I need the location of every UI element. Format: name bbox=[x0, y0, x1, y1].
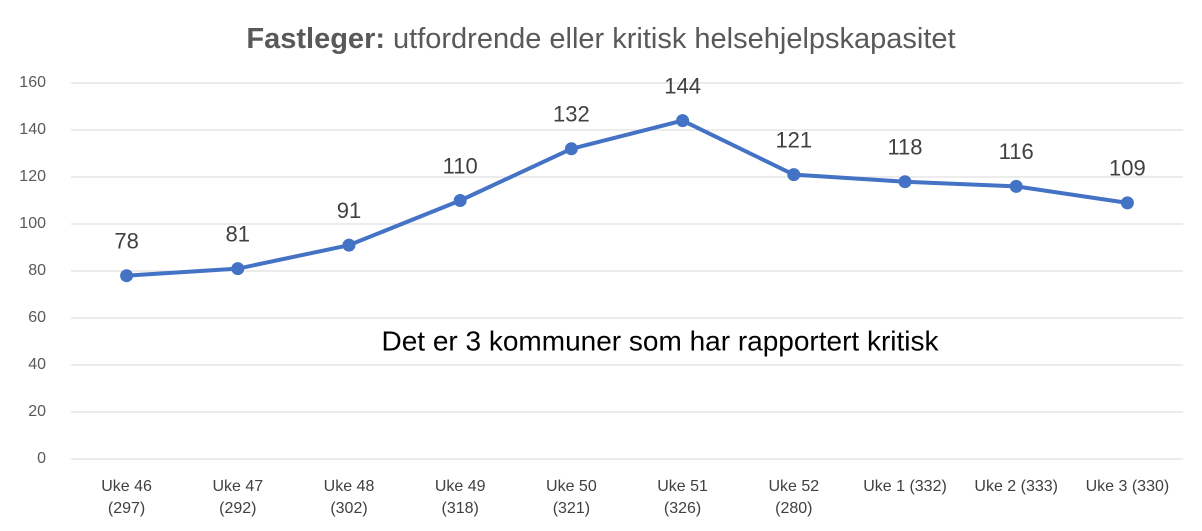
x-tick-label: Uke 48 (302) bbox=[323, 478, 375, 517]
point bbox=[787, 168, 801, 182]
data-label: 91 bbox=[337, 198, 361, 223]
chart-title: Fastleger: utfordrende eller kritisk hels… bbox=[246, 23, 955, 55]
grid bbox=[71, 82, 1183, 460]
data-label: 81 bbox=[226, 221, 250, 246]
x-tick-label: Uke 46 (297) bbox=[101, 478, 152, 517]
y-tick-label: 140 bbox=[19, 121, 46, 138]
y-tick-label: 80 bbox=[28, 262, 46, 279]
point bbox=[676, 114, 690, 128]
data-label: 78 bbox=[114, 229, 138, 254]
x-tick-label: Uke 2 (333) bbox=[974, 478, 1058, 495]
x-tick-label: Uke 52 (280) bbox=[768, 478, 820, 517]
title-bold: Fastleger: bbox=[246, 23, 385, 55]
x-tick-label: Uke 1 (332) bbox=[863, 478, 947, 495]
y-tick-label: 120 bbox=[19, 168, 46, 185]
data-label: 110 bbox=[443, 153, 478, 178]
data-label: 116 bbox=[999, 139, 1034, 164]
x-tick-label: Uke 47 (292) bbox=[212, 478, 264, 517]
x-tick-label: Uke 50 (321) bbox=[546, 478, 597, 517]
x-tick-label: Uke 3 (330) bbox=[1085, 478, 1170, 495]
annotation: Det er 3 kommuner som har rapportert kri… bbox=[381, 325, 939, 356]
data-label: 132 bbox=[553, 102, 590, 127]
y-tick-label: 0 bbox=[37, 450, 46, 467]
point bbox=[231, 262, 245, 276]
data-label: 118 bbox=[887, 135, 922, 160]
point bbox=[564, 142, 578, 156]
point bbox=[1009, 179, 1023, 193]
data-label: 121 bbox=[775, 127, 812, 152]
title-text: utfordrende eller kritisk helsehjelpskap… bbox=[393, 23, 956, 55]
data-label: 109 bbox=[1109, 156, 1146, 181]
y-tick-label: 20 bbox=[28, 403, 46, 420]
y-tick-label: 60 bbox=[28, 309, 46, 326]
point bbox=[453, 194, 467, 207]
y-tick-label: 100 bbox=[19, 215, 46, 232]
point bbox=[342, 238, 356, 252]
y-tick-label: 40 bbox=[28, 356, 46, 373]
point bbox=[1120, 196, 1134, 210]
point bbox=[898, 175, 912, 189]
x-tick-label: Uke 49 (318) bbox=[434, 478, 486, 517]
line bbox=[126, 118, 1128, 278]
y-tick-label: 160 bbox=[19, 74, 46, 91]
x-tick-label: Uke 51 (326) bbox=[657, 478, 708, 517]
point bbox=[120, 269, 134, 283]
data-label: 144 bbox=[664, 73, 701, 98]
